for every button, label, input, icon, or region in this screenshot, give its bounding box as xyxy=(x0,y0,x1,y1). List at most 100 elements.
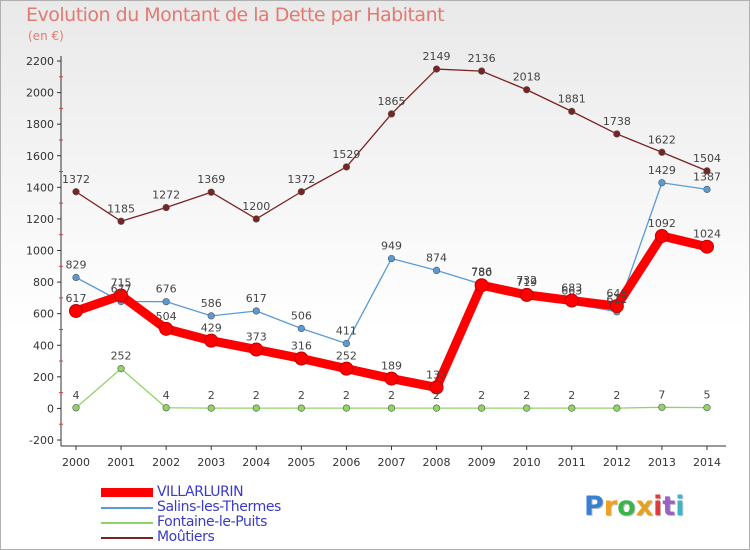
axes: -200 0 200 400 600 800 1000 1200 1400 1600 1800 200… xyxy=(26,55,726,469)
x-tick-label: 2010 xyxy=(513,456,541,469)
data-label-mo-tiers: 1272 xyxy=(152,189,180,202)
data-point-mo-tiers xyxy=(252,215,260,223)
data-point-fontaine-le-puits xyxy=(478,404,486,412)
data-label-fontaine-le-puits: 2 xyxy=(388,389,395,402)
legend-label: Salins-les-Thermes xyxy=(157,499,281,515)
y-tick-label: 1800 xyxy=(26,118,54,131)
data-label-salins-les-thermes: 586 xyxy=(201,297,222,310)
data-point-fontaine-le-puits xyxy=(72,404,80,412)
data-point-salins-les-thermes xyxy=(207,312,215,320)
data-label-salins-les-thermes: 1387 xyxy=(693,170,721,183)
data-point-mo-tiers xyxy=(297,188,305,196)
data-point-fontaine-le-puits xyxy=(117,365,125,373)
data-label-fontaine-le-puits: 2 xyxy=(298,389,305,402)
data-label-mo-tiers: 1881 xyxy=(558,92,586,105)
data-point-villarlurin xyxy=(429,380,444,395)
data-label-salins-les-thermes: 874 xyxy=(426,251,447,264)
data-point-villarlurin xyxy=(249,342,264,357)
legend-item: Fontaine-le-Puits xyxy=(101,515,281,530)
data-label-fontaine-le-puits: 2 xyxy=(613,389,620,402)
data-label-villarlurin: 715 xyxy=(111,277,132,290)
data-point-mo-tiers xyxy=(342,163,351,171)
data-point-salins-les-thermes xyxy=(432,266,441,274)
series-layer xyxy=(69,65,714,412)
data-label-salins-les-thermes: 663 xyxy=(561,285,582,298)
chart-subtitle: (en €) xyxy=(28,29,64,43)
legend-label: Fontaine-le-Puits xyxy=(157,514,267,530)
data-label-villarlurin: 648 xyxy=(606,287,627,300)
data-point-mo-tiers xyxy=(162,203,170,212)
data-label-mo-tiers: 1504 xyxy=(693,152,721,165)
data-label-mo-tiers: 1369 xyxy=(197,173,225,186)
proxiti-logo: Proxiti xyxy=(584,491,685,522)
data-point-fontaine-le-puits xyxy=(658,403,666,411)
legend-item: Moûtiers xyxy=(101,530,281,545)
data-point-fontaine-le-puits xyxy=(252,404,260,412)
data-label-mo-tiers: 1372 xyxy=(287,173,315,186)
y-tick-label: 1200 xyxy=(26,213,54,226)
y-tick-label: 800 xyxy=(33,276,54,289)
data-point-fontaine-le-puits xyxy=(568,404,576,412)
y-tick-label: 2000 xyxy=(26,87,54,100)
data-point-mo-tiers xyxy=(432,65,441,73)
data-label-villarlurin: 316 xyxy=(291,340,312,353)
x-tick-label: 2003 xyxy=(197,456,225,469)
data-label-villarlurin: 373 xyxy=(246,331,267,344)
data-label-mo-tiers: 1865 xyxy=(377,95,405,108)
legend: VILLARLURIN Salins-les-Thermes Fontaine-le… xyxy=(101,485,281,545)
logo-letter: o xyxy=(617,491,636,522)
data-label-villarlurin: 429 xyxy=(201,322,222,335)
x-tick-label: 2006 xyxy=(332,456,360,469)
data-label-fontaine-le-puits: 4 xyxy=(163,389,170,402)
logo-letter: i xyxy=(675,491,685,522)
data-point-villarlurin xyxy=(654,228,669,243)
data-point-villarlurin xyxy=(294,351,309,366)
legend-swatch xyxy=(101,521,153,524)
y-tick-label: 1000 xyxy=(26,245,54,258)
data-label-villarlurin: 1092 xyxy=(648,217,676,230)
y-tick-label: 400 xyxy=(33,339,54,352)
data-point-fontaine-le-puits xyxy=(613,404,621,412)
data-point-fontaine-le-puits xyxy=(207,404,215,412)
legend-label: VILLARLURIN xyxy=(157,484,244,500)
data-point-villarlurin xyxy=(384,371,399,386)
data-label-villarlurin: 1024 xyxy=(693,228,721,241)
data-point-mo-tiers xyxy=(207,188,215,196)
data-point-fontaine-le-puits xyxy=(297,404,305,412)
data-label-fontaine-le-puits: 2 xyxy=(568,389,575,402)
x-tick-label: 2009 xyxy=(468,456,496,469)
legend-item: Salins-les-Thermes xyxy=(101,500,281,515)
data-point-mo-tiers xyxy=(613,130,621,138)
x-tick-label: 2000 xyxy=(62,456,90,469)
data-label-villarlurin: 133 xyxy=(426,368,447,381)
logo-letter: t xyxy=(662,491,676,522)
data-point-salins-les-thermes xyxy=(297,324,305,333)
data-point-salins-les-thermes xyxy=(162,298,170,306)
data-label-fontaine-le-puits: 2 xyxy=(523,389,530,402)
logo-letter: r xyxy=(603,491,618,522)
logo-letter: P xyxy=(584,491,604,522)
data-label-fontaine-le-puits: 2 xyxy=(253,389,260,402)
x-tick-label: 2002 xyxy=(152,456,180,469)
data-label-fontaine-le-puits: 7 xyxy=(658,388,665,401)
data-point-mo-tiers xyxy=(117,217,125,225)
data-point-mo-tiers xyxy=(72,188,80,196)
data-label-salins-les-thermes: 676 xyxy=(156,283,177,296)
legend-swatch xyxy=(101,536,153,539)
data-label-mo-tiers: 2136 xyxy=(468,52,496,65)
data-label-fontaine-le-puits: 4 xyxy=(73,389,80,402)
data-label-mo-tiers: 1622 xyxy=(648,133,676,146)
data-label-salins-les-thermes: 829 xyxy=(66,259,87,272)
data-point-salins-les-thermes xyxy=(703,185,711,193)
data-label-salins-les-thermes: 677 xyxy=(111,283,132,296)
y-tick-label: 0 xyxy=(47,402,54,415)
data-point-villarlurin xyxy=(159,321,174,336)
data-point-villarlurin xyxy=(519,287,534,302)
data-label-mo-tiers: 1529 xyxy=(332,148,360,161)
data-label-salins-les-thermes: 612 xyxy=(606,293,627,306)
data-labels-layer: 1372 1185 1272 1369 1200 1372 1529 1865 2149 2136… xyxy=(62,50,721,402)
data-label-fontaine-le-puits: 252 xyxy=(111,350,132,363)
data-label-salins-les-thermes: 786 xyxy=(471,265,492,278)
y-tick-label: 2200 xyxy=(26,55,54,68)
legend-swatch xyxy=(101,488,153,497)
